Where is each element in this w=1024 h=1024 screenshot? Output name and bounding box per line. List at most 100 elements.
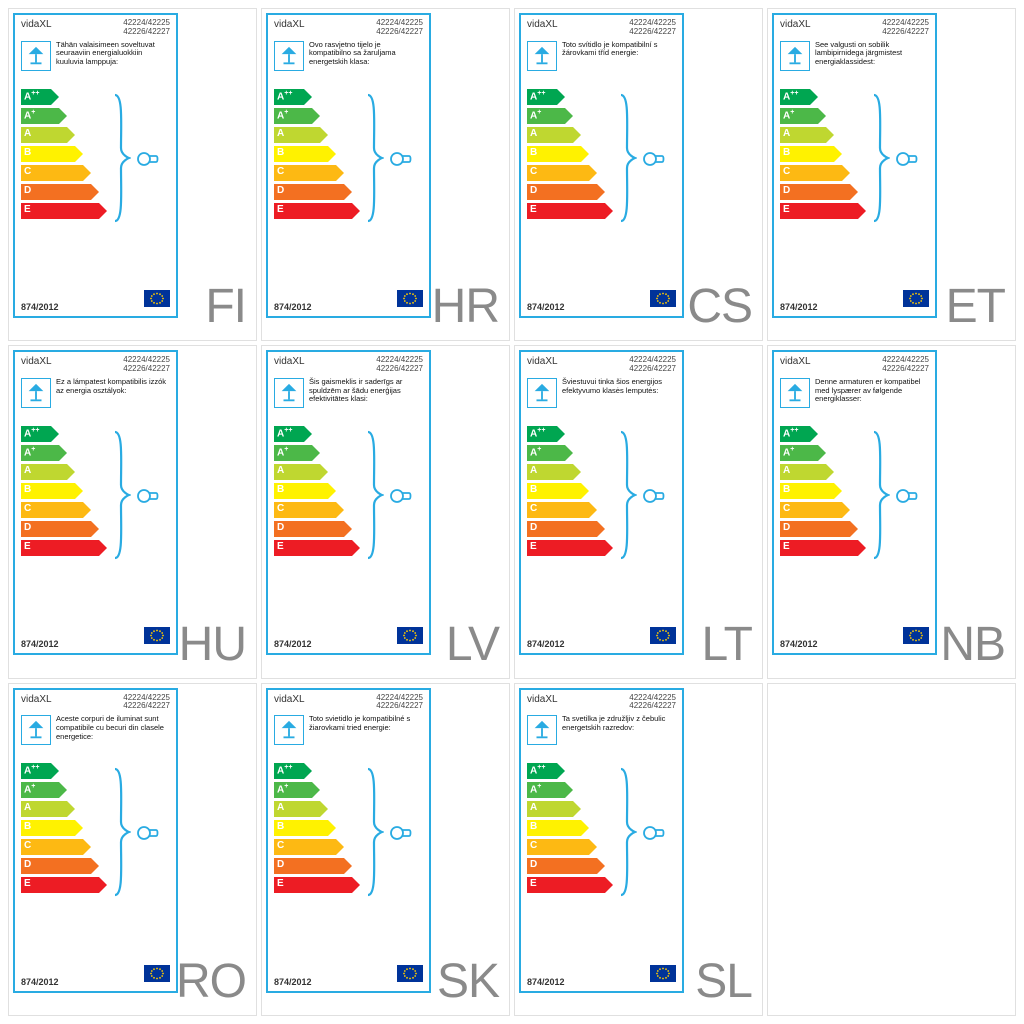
energy-class-D: .arrow .bar[style*='#f37021']::after{bor… <box>527 521 682 537</box>
energy-class-D: .arrow .bar[style*='#f37021']::after{bor… <box>780 521 935 537</box>
regulation-text: 874/2012 <box>527 977 565 987</box>
product-codes: 42224/42225 42226/42227 <box>123 694 170 712</box>
brace-icon <box>619 93 637 223</box>
brace-icon <box>366 767 384 897</box>
label-cell-FI: vidaXL 42224/42225 42226/42227 Tähän val… <box>8 8 257 341</box>
energy-class-A++: .arrow .bar[style*='#00a651']::after{bor… <box>780 89 935 105</box>
energy-class-A++: .arrow .bar[style*='#00a651']::after{bor… <box>21 89 176 105</box>
brace-icon <box>872 93 890 223</box>
compatibility-text: Šis gaismeklis ir saderīgs ar spuldzēm a… <box>309 378 423 404</box>
energy-class-A+: .arrow .bar[style*='#4cb848']::after{bor… <box>274 782 429 798</box>
eu-flag-icon <box>397 290 423 312</box>
energy-class-D: .arrow .bar[style*='#f37021']::after{bor… <box>21 184 176 200</box>
eu-flag-icon <box>144 290 170 312</box>
product-codes: 42224/42225 42226/42227 <box>882 19 929 37</box>
energy-label-card: vidaXL 42224/42225 42226/42227 Ta svetil… <box>519 688 684 993</box>
lamp-icon <box>21 715 51 745</box>
energy-class-E: .arrow .bar[style*='#ed1c24']::after{bor… <box>527 877 682 893</box>
energy-class-A++: .arrow .bar[style*='#00a651']::after{bor… <box>274 89 429 105</box>
energy-arrows: .arrow .bar[style*='#00a651']::after{bor… <box>780 426 935 566</box>
energy-class-A: .arrow .bar[style*='#bfd730']::after{bor… <box>780 464 935 480</box>
lamp-icon <box>21 41 51 71</box>
energy-class-A: .arrow .bar[style*='#bfd730']::after{bor… <box>527 801 682 817</box>
energy-class-A++: .arrow .bar[style*='#00a651']::after{bor… <box>527 763 682 779</box>
label-cell-CS: vidaXL 42224/42225 42226/42227 Toto svít… <box>514 8 763 341</box>
energy-arrows: .arrow .bar[style*='#00a651']::after{bor… <box>21 89 176 229</box>
compatibility-text: Aceste corpuri de iluminat sunt compatib… <box>56 715 170 741</box>
language-code: NB <box>940 617 1005 672</box>
compatibility-text: Ez a lámpatest kompatibilis izzók az ene… <box>56 378 170 395</box>
language-code: SL <box>695 954 752 1009</box>
bulb-icon <box>388 147 412 171</box>
lamp-icon <box>274 715 304 745</box>
eu-flag-icon <box>397 627 423 649</box>
compatibility-text: Denne armaturen er kompatibel med lyspær… <box>815 378 929 404</box>
compatibility-text: Toto svietidlo je kompatibilné s žiarovk… <box>309 715 423 732</box>
brand-text: vidaXL <box>21 19 52 37</box>
energy-label-card: vidaXL 42224/42225 42226/42227 Tähän val… <box>13 13 178 318</box>
product-codes: 42224/42225 42226/42227 <box>123 19 170 37</box>
energy-arrows: .arrow .bar[style*='#00a651']::after{bor… <box>21 426 176 566</box>
energy-class-E: .arrow .bar[style*='#ed1c24']::after{bor… <box>21 877 176 893</box>
energy-arrows: .arrow .bar[style*='#00a651']::after{bor… <box>527 763 682 903</box>
lamp-icon <box>780 378 810 408</box>
energy-class-D: .arrow .bar[style*='#f37021']::after{bor… <box>274 858 429 874</box>
compatibility-text: Ovo rasvjetno tijelo je kompatibilno sa … <box>309 41 423 67</box>
bulb-icon <box>135 821 159 845</box>
energy-class-A: .arrow .bar[style*='#bfd730']::after{bor… <box>527 464 682 480</box>
energy-label-card: vidaXL 42224/42225 42226/42227 Aceste co… <box>13 688 178 993</box>
energy-class-A++: .arrow .bar[style*='#00a651']::after{bor… <box>274 426 429 442</box>
brand-text: vidaXL <box>21 356 52 374</box>
energy-class-D: .arrow .bar[style*='#f37021']::after{bor… <box>21 521 176 537</box>
product-codes: 42224/42225 42226/42227 <box>376 19 423 37</box>
bulb-icon <box>641 147 665 171</box>
energy-class-D: .arrow .bar[style*='#f37021']::after{bor… <box>274 184 429 200</box>
energy-class-A+: .arrow .bar[style*='#4cb848']::after{bor… <box>527 108 682 124</box>
brace-icon <box>872 430 890 560</box>
energy-class-A+: .arrow .bar[style*='#4cb848']::after{bor… <box>527 782 682 798</box>
language-code: CS <box>687 279 752 334</box>
energy-arrows: .arrow .bar[style*='#00a651']::after{bor… <box>527 426 682 566</box>
regulation-text: 874/2012 <box>274 639 312 649</box>
energy-class-D: .arrow .bar[style*='#f37021']::after{bor… <box>21 858 176 874</box>
energy-class-A++: .arrow .bar[style*='#00a651']::after{bor… <box>274 763 429 779</box>
language-code: RO <box>176 954 246 1009</box>
energy-label-card: vidaXL 42224/42225 42226/42227 Šis gaism… <box>266 350 431 655</box>
bulb-icon <box>388 821 412 845</box>
brand-text: vidaXL <box>527 19 558 37</box>
energy-arrows: .arrow .bar[style*='#00a651']::after{bor… <box>21 763 176 903</box>
energy-class-A++: .arrow .bar[style*='#00a651']::after{bor… <box>527 89 682 105</box>
energy-label-card: vidaXL 42224/42225 42226/42227 See valgu… <box>772 13 937 318</box>
bulb-icon <box>641 821 665 845</box>
language-code: HU <box>179 617 246 672</box>
eu-flag-icon <box>397 965 423 987</box>
brand-text: vidaXL <box>527 356 558 374</box>
language-code: SK <box>437 954 499 1009</box>
energy-class-E: .arrow .bar[style*='#ed1c24']::after{bor… <box>274 203 429 219</box>
brace-icon <box>113 430 131 560</box>
energy-class-A++: .arrow .bar[style*='#00a651']::after{bor… <box>21 763 176 779</box>
energy-label-card: vidaXL 42224/42225 42226/42227 Šviestuvu… <box>519 350 684 655</box>
bulb-icon <box>641 484 665 508</box>
regulation-text: 874/2012 <box>21 302 59 312</box>
product-codes: 42224/42225 42226/42227 <box>123 356 170 374</box>
label-cell-HR: vidaXL 42224/42225 42226/42227 Ovo rasvj… <box>261 8 510 341</box>
regulation-text: 874/2012 <box>527 639 565 649</box>
product-codes: 42224/42225 42226/42227 <box>629 19 676 37</box>
eu-flag-icon <box>144 965 170 987</box>
energy-class-A: .arrow .bar[style*='#bfd730']::after{bor… <box>527 127 682 143</box>
energy-class-A+: .arrow .bar[style*='#4cb848']::after{bor… <box>21 782 176 798</box>
energy-class-A+: .arrow .bar[style*='#4cb848']::after{bor… <box>21 108 176 124</box>
energy-label-card: vidaXL 42224/42225 42226/42227 Denne arm… <box>772 350 937 655</box>
brand-text: vidaXL <box>274 356 305 374</box>
product-codes: 42224/42225 42226/42227 <box>629 694 676 712</box>
lamp-icon <box>274 41 304 71</box>
compatibility-text: Toto svítidlo je kompatibilní s žárovkam… <box>562 41 676 58</box>
brace-icon <box>619 767 637 897</box>
energy-arrows: .arrow .bar[style*='#00a651']::after{bor… <box>274 426 429 566</box>
brace-icon <box>113 93 131 223</box>
product-codes: 42224/42225 42226/42227 <box>882 356 929 374</box>
energy-class-D: .arrow .bar[style*='#f37021']::after{bor… <box>527 858 682 874</box>
energy-class-A+: .arrow .bar[style*='#4cb848']::after{bor… <box>780 445 935 461</box>
energy-class-E: .arrow .bar[style*='#ed1c24']::after{bor… <box>527 540 682 556</box>
